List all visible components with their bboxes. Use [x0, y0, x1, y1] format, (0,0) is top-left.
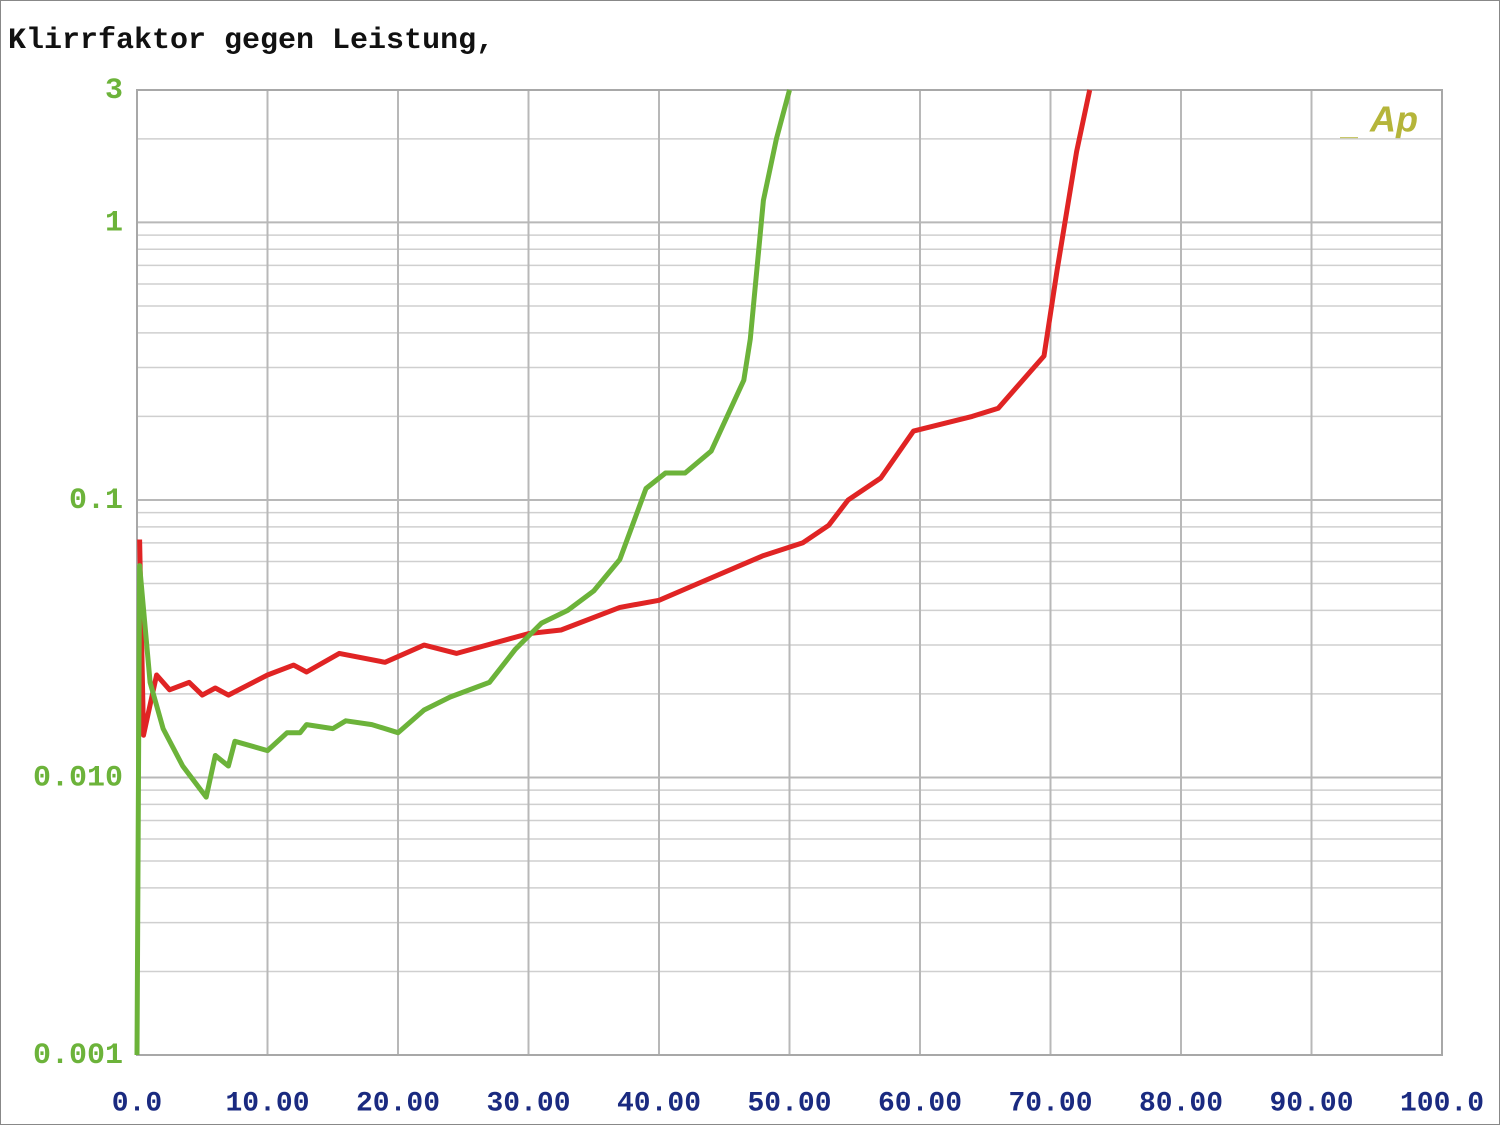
- x-tick-label: 30.00: [486, 1088, 570, 1119]
- annotation: Ap: [1369, 99, 1418, 140]
- series-line: [137, 89, 1093, 738]
- x-tick-label: 90.00: [1269, 1088, 1353, 1119]
- y-tick-label: 3: [105, 74, 123, 108]
- x-tick-label: 10.00: [225, 1088, 309, 1119]
- y-tick-label: 1: [105, 206, 123, 240]
- x-tick-label: 80.00: [1139, 1088, 1223, 1119]
- series-line: [134, 89, 792, 1056]
- x-tick-label: 20.00: [356, 1088, 440, 1119]
- x-tick-label: 100.0: [1400, 1088, 1484, 1119]
- x-tick-label: 40.00: [617, 1088, 701, 1119]
- chart-title: Klirrfaktor gegen Leistung,: [8, 24, 494, 58]
- x-tick-label: 0.0: [112, 1088, 162, 1119]
- y-tick-label: 0.1: [69, 484, 123, 518]
- y-tick-label: 0.010: [33, 761, 123, 795]
- x-tick-label: 60.00: [878, 1088, 962, 1119]
- x-tick-label: 50.00: [747, 1088, 831, 1119]
- y-tick-label: 0.001: [33, 1039, 123, 1073]
- x-tick-label: 70.00: [1008, 1088, 1092, 1119]
